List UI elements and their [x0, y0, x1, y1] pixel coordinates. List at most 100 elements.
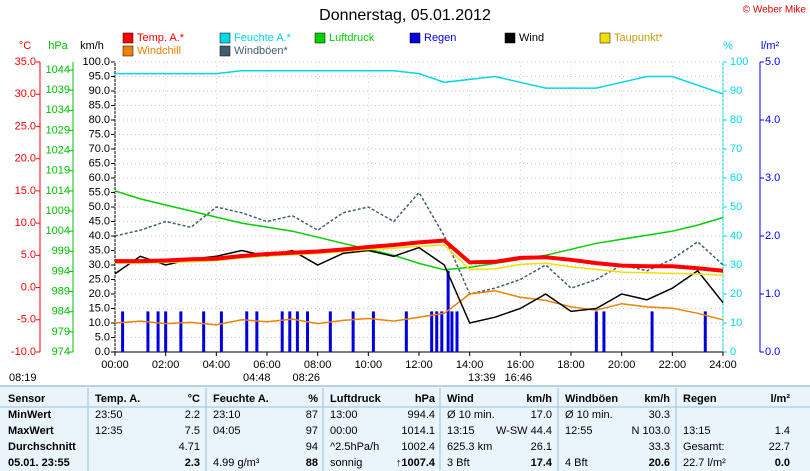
table-cell: Durchschnitt — [8, 441, 76, 453]
table-cell: 1014.1 — [401, 425, 435, 437]
table-header: hPa — [415, 393, 436, 405]
y-tick-label: 55.0 — [89, 186, 110, 198]
x-tick-label: 24:00 — [709, 359, 737, 371]
y-tick-label: 989 — [52, 285, 70, 297]
legend-label: Taupunkt* — [614, 32, 664, 44]
time-annotation: 13:39 — [468, 372, 496, 384]
x-tick-label: 18:00 — [557, 359, 585, 371]
y-tick-label: 25.0 — [89, 273, 110, 285]
y-tick-label: 1019 — [46, 165, 70, 177]
legend-swatch — [122, 45, 134, 57]
y-tick-label: 45.0 — [89, 215, 110, 227]
y-tick-label: 100 — [730, 56, 748, 68]
table-cell: N 103.0 — [631, 425, 670, 437]
axis-unit: l/m² — [761, 40, 780, 52]
x-tick-label: 04:00 — [203, 359, 231, 371]
table-cell: 17.4 — [531, 457, 553, 469]
legend-label: Windchill — [137, 45, 181, 57]
table-cell: 97 — [306, 425, 318, 437]
rain-bar — [121, 311, 125, 352]
table-cell: sonnig — [330, 457, 362, 469]
time-annotation: 08:26 — [292, 372, 320, 384]
y-tick-label: -10.0 — [11, 346, 36, 358]
y-tick-label: 1024 — [46, 145, 70, 157]
table-header: % — [308, 393, 318, 405]
y-tick-label: 40.0 — [89, 230, 110, 242]
axis-unit: km/h — [80, 40, 104, 52]
y-tick-label: 0.0 — [765, 346, 780, 358]
y-tick-label: 1014 — [46, 185, 70, 197]
table-header: Temp. A. — [95, 393, 140, 405]
rain-bar — [146, 311, 150, 352]
rain-bar — [164, 311, 168, 352]
rain-bar — [306, 311, 310, 352]
table-cell: MaxWert — [8, 425, 54, 437]
axis-unit: hPa — [48, 40, 68, 52]
y-tick-label: 35.0 — [89, 244, 110, 256]
rain-bar — [245, 311, 249, 352]
rain-bar — [594, 311, 598, 352]
table-cell: 94 — [306, 441, 318, 453]
rain-bar — [430, 311, 434, 352]
y-tick-label: 15.0 — [15, 185, 36, 197]
table-header: Luftdruck — [330, 393, 382, 405]
legend-swatch — [122, 32, 134, 44]
y-tick-label: 70.0 — [89, 143, 110, 155]
x-tick-label: 10:00 — [355, 359, 383, 371]
table-cell: 2.3 — [185, 457, 200, 469]
table-cell: 12:55 — [565, 425, 593, 437]
rain-bar — [371, 311, 375, 352]
y-tick-label: 5.0 — [95, 331, 110, 343]
table-cell: 13:15 — [683, 425, 711, 437]
y-tick-label: 984 — [52, 306, 70, 318]
time-annotation: 16:46 — [504, 372, 532, 384]
x-tick-label: 16:00 — [507, 359, 535, 371]
x-tick-label: 00:00 — [101, 359, 129, 371]
table-cell: W-SW 44.4 — [496, 425, 552, 437]
y-tick-label: 80 — [730, 114, 742, 126]
rain-bar — [179, 311, 183, 352]
series-line — [114, 191, 724, 295]
y-tick-label: 1.0 — [765, 288, 780, 300]
y-tick-label: 50 — [730, 201, 742, 213]
legend-label: Luftdruck — [329, 32, 375, 44]
rain-bar — [703, 311, 707, 352]
table-cell: 30.3 — [649, 409, 670, 421]
x-tick-label: 22:00 — [659, 359, 687, 371]
rain-bar — [450, 311, 454, 352]
y-tick-label: 30 — [730, 259, 742, 271]
y-tick-label: 979 — [52, 326, 70, 338]
table-cell: 3 Bft — [447, 457, 470, 469]
table-cell: 87 — [306, 409, 318, 421]
table-background — [0, 386, 810, 471]
y-tick-label: 999 — [52, 245, 70, 257]
time-annotation: 04:48 — [243, 372, 271, 384]
y-tick-label: 1029 — [46, 124, 70, 136]
table-cell: 13:15 — [447, 425, 475, 437]
table-cell: 22.7 l/m² — [683, 457, 726, 469]
time-annotation: 08:19 — [9, 372, 37, 384]
table-cell: 4.99 g/m³ — [213, 457, 260, 469]
y-tick-label: 35.0 — [15, 56, 36, 68]
y-tick-label: 25.0 — [15, 120, 36, 132]
y-tick-label: 1034 — [46, 104, 70, 116]
table-cell: 23:50 — [95, 409, 123, 421]
rain-bar — [202, 311, 206, 352]
table-cell: 12:35 — [95, 425, 123, 437]
table-cell: Ø 10 min. — [447, 409, 495, 421]
table-header: Windböen — [565, 393, 618, 405]
rain-bar — [446, 270, 450, 352]
axis-unit: °C — [19, 40, 31, 52]
axis-unit: % — [723, 40, 733, 52]
y-tick-label: 974 — [52, 346, 70, 358]
y-tick-label: 60 — [730, 172, 742, 184]
rain-bar — [295, 311, 299, 352]
table-header: km/h — [526, 393, 552, 405]
table-header: °C — [188, 393, 200, 405]
table-cell: 7.5 — [185, 425, 200, 437]
series-line — [114, 246, 724, 324]
y-tick-label: 30.0 — [89, 259, 110, 271]
rain-bar — [435, 311, 439, 352]
table-cell: 20.6 — [649, 457, 670, 469]
